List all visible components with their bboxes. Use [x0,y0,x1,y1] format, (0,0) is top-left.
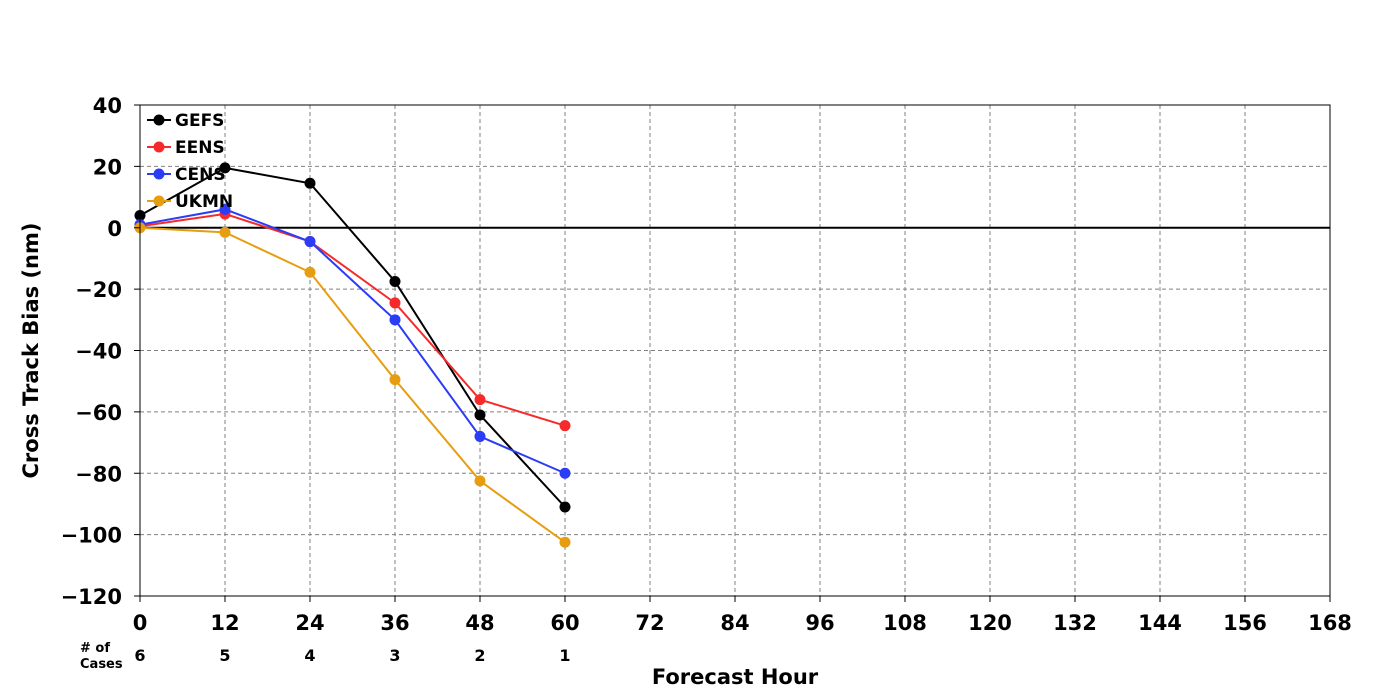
data-point [559,420,571,432]
x-tick-label: 120 [968,611,1012,635]
data-point [219,226,231,238]
data-point [474,409,486,421]
x-tick-label: 96 [805,611,834,635]
legend-item-cens: CENS [147,165,226,185]
x-tick-label: 156 [1223,611,1267,635]
legend-marker [153,141,165,153]
series-line [139,208,566,475]
legend-item-ukmn: UKMN [147,192,233,212]
x-axis: 0 12 24 36 48 60 72 84 96 108 120 132 144 156 168 [133,596,1352,635]
x-tick-label: 24 [295,611,324,635]
x-tick-label: 60 [550,611,579,635]
legend-item-gefs: GEFS [147,111,224,131]
y-tick-label: −40 [75,340,122,364]
legend-marker [153,168,165,180]
data-point [389,275,401,287]
cases-row: 6 5 4 3 2 1 [134,646,570,665]
legend: GEFS EENS CENS UKMN [147,111,233,212]
case-count: 1 [559,646,570,665]
x-tick-label: 132 [1053,611,1097,635]
case-count: 5 [219,646,230,665]
series-line [139,166,566,508]
case-count: 6 [134,646,145,665]
series-layer [134,162,571,548]
series-line [139,212,566,427]
series-gefs [134,162,571,513]
grid [140,105,1330,596]
series-ukmn [134,222,571,548]
legend-label: EENS [175,138,225,158]
y-tick-label: −100 [61,524,122,548]
data-point [304,266,316,278]
data-point [559,536,571,548]
data-point [219,162,231,174]
x-tick-label: 12 [210,611,239,635]
legend-marker [153,195,165,207]
case-count: 4 [304,646,315,665]
y-tick-label: −60 [75,401,122,425]
cases-label-line2: Cases [80,657,123,672]
data-point [559,467,571,479]
data-point [389,297,401,309]
x-tick-label: 84 [720,611,749,635]
y-tick-label: −20 [75,278,122,302]
x-axis-title: Forecast Hour [652,665,819,689]
data-point [304,177,316,189]
legend-marker [153,114,165,126]
x-tick-label: 36 [380,611,409,635]
y-tick-label: 0 [107,217,122,241]
legend-label: GEFS [175,111,224,131]
case-count: 2 [474,646,485,665]
x-tick-label: 168 [1308,611,1352,635]
data-point [389,314,401,326]
x-tick-label: 48 [465,611,494,635]
y-tick-label: −120 [61,585,122,609]
legend-label: CENS [175,165,226,185]
data-point [219,203,231,215]
data-point [389,374,401,386]
x-tick-label: 72 [635,611,664,635]
y-tick-label: −80 [75,462,122,486]
cases-label-line1: # of [80,641,110,656]
y-tick-label: 20 [93,155,122,179]
series-cens [134,203,571,479]
case-count: 3 [389,646,400,665]
y-axis-title: Cross Track Bias (nm) [19,223,43,479]
data-point [474,430,486,442]
y-axis: 40 20 0 −20 −40 −60 −80 −100 −120 [61,94,140,609]
data-point [474,475,486,487]
x-tick-label: 108 [883,611,927,635]
legend-label: UKMN [175,192,233,212]
data-point [304,236,316,248]
series-eens [134,208,571,432]
x-tick-label: 144 [1138,611,1182,635]
data-point [559,501,571,513]
series-line [139,226,566,544]
y-tick-label: 40 [93,94,122,118]
data-point [474,394,486,406]
legend-item-eens: EENS [147,138,225,158]
x-tick-label: 0 [133,611,148,635]
